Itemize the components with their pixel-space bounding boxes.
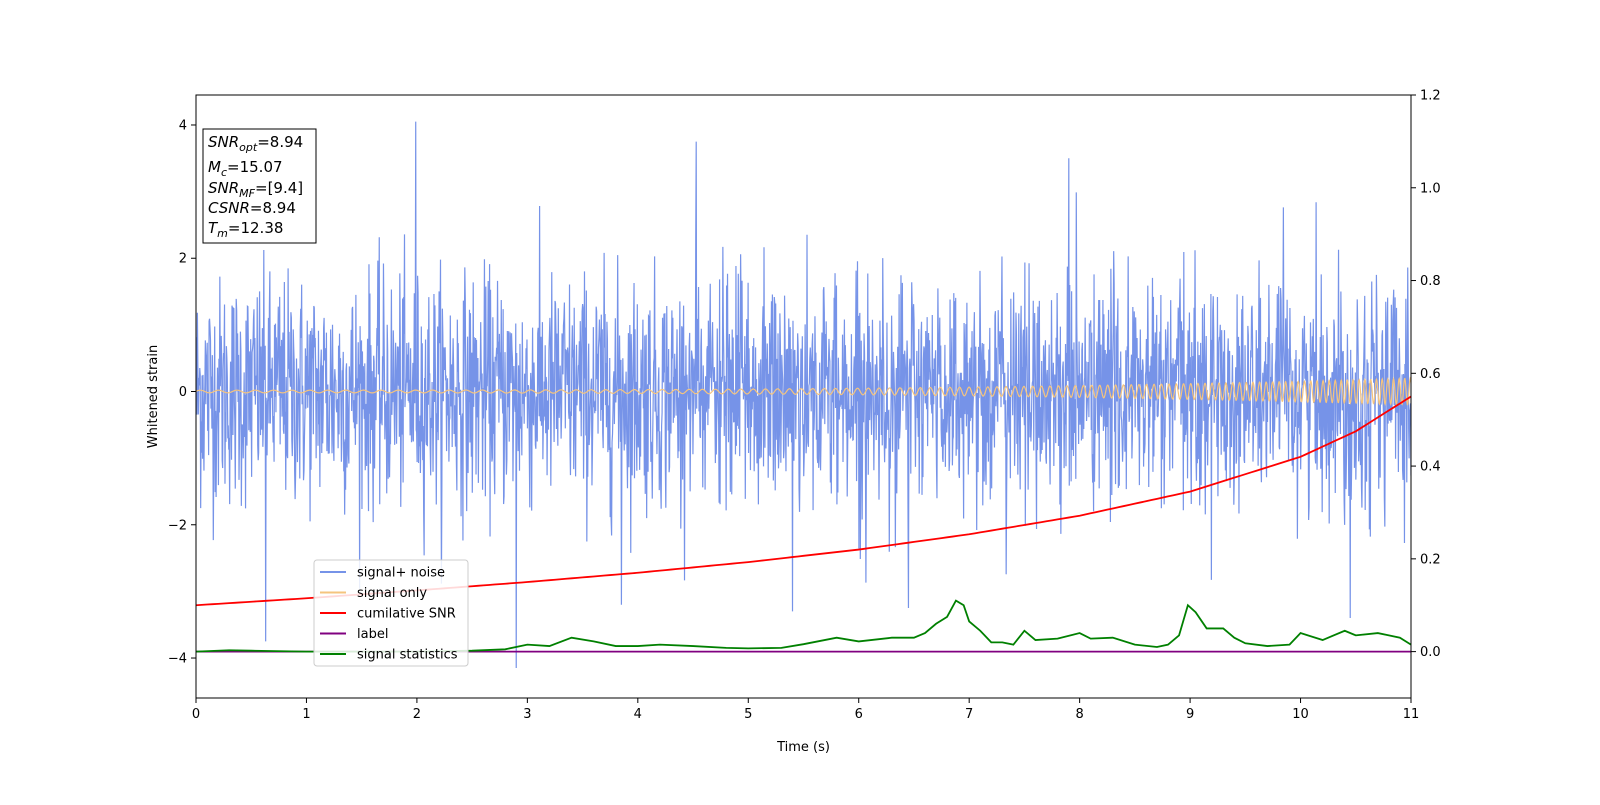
legend-label: cumilative SNR [357,607,456,622]
legend: signal+ noise signal only cumilative SNR la… [313,559,469,667]
x-tick-label: 2 [413,707,421,722]
x-tick-label: 7 [965,707,973,722]
y-axis-left: −4 −2 0 2 4 [168,118,196,667]
x-tick-label: 8 [1075,707,1083,722]
x-tick-label: 0 [192,707,200,722]
x-tick-label: 6 [855,707,863,722]
y-tick-label: 2 [179,252,187,267]
x-tick-label: 4 [634,707,642,722]
info-line-snr-mf: SNRMF=[9.4] [208,179,303,200]
x-tick-label: 1 [302,707,310,722]
info-line-tm: Tm=12.38 [208,219,283,240]
x-axis-title: Time (s) [776,740,830,755]
y-tick-label: 4 [179,118,187,133]
y-tick-label: −4 [168,652,187,667]
y2-tick-label: 0.2 [1420,552,1441,567]
y2-tick-label: 0.6 [1420,367,1441,382]
y2-tick-label: 0.8 [1420,274,1441,289]
info-line-snr-opt: SNRopt=8.94 [208,133,303,154]
y2-tick-label: 0.0 [1420,645,1441,660]
x-tick-label: 10 [1292,707,1309,722]
x-axis: 0 1 2 3 4 5 6 7 8 9 10 11 [192,698,1419,722]
y2-tick-label: 1.0 [1420,181,1441,196]
y2-tick-label: 1.2 [1420,89,1441,104]
plot-frame [195,94,1412,699]
x-tick-label: 11 [1403,707,1420,722]
y-axis-title: Whitened strain [146,345,161,448]
x-tick-label: 9 [1186,707,1194,722]
legend-label: signal only [357,586,427,601]
x-tick-label: 5 [744,707,752,722]
y-tick-label: 0 [179,385,187,400]
info-line-mc: Mc=15.07 [208,158,283,179]
series-line-signal-statistics [196,599,1411,653]
legend-label: label [357,627,388,642]
x-tick-label: 3 [523,707,531,722]
y2-tick-label: 0.4 [1420,460,1441,475]
y-tick-label: −2 [168,518,187,533]
legend-label: signal+ noise [357,566,445,581]
legend-label: signal statistics [357,648,458,663]
info-line-csnr: CSNR=8.94 [208,199,296,217]
legend-frame [313,559,469,667]
series-line-signal-noise [196,121,1411,669]
info-box-frame [202,128,317,244]
series-line-signal-only [196,376,1411,407]
y-axis-right: 0.0 0.2 0.4 0.6 0.8 1.0 1.2 [1411,89,1441,660]
